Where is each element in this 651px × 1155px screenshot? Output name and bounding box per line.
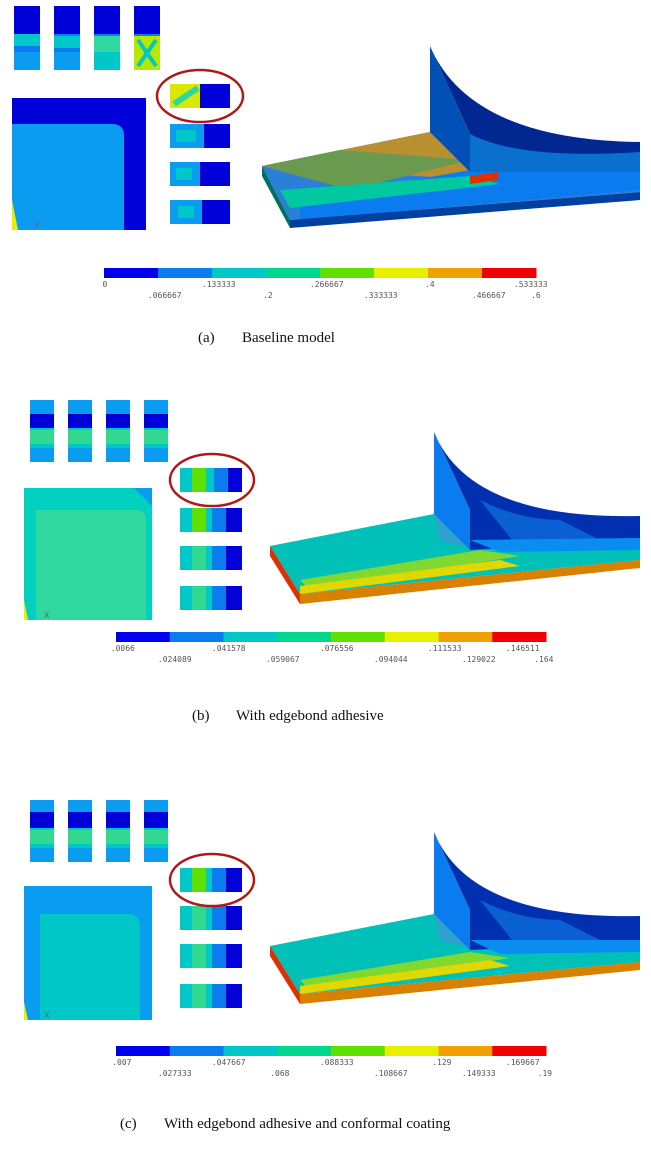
highlight-circle [168, 452, 256, 508]
caption-label: (a) [198, 330, 215, 346]
tick-label: .2 [263, 291, 273, 300]
tick-label: .133333 [201, 280, 236, 289]
tick-label: 0 [102, 280, 108, 289]
colorbar-segment [223, 1046, 278, 1056]
colorbar-segment [104, 268, 159, 278]
tick-label: .066667 [147, 291, 182, 300]
board-3d-model [270, 432, 640, 604]
small-components-row [30, 400, 168, 462]
caption-text: With edgebond adhesive [236, 708, 384, 724]
tick-label: .6 [531, 291, 541, 300]
caption-text: With edgebond adhesive and conformal coa… [164, 1116, 451, 1132]
contour-plot-c: X [24, 800, 640, 1020]
tick-label: .19 [537, 1069, 553, 1078]
colorbar-segment [331, 632, 386, 642]
figure-panel-b: X .0066 .041578 .076556 .111533 .14 [0, 390, 651, 770]
figure-panel-a: X 0 .133333 .266667 .4 [0, 0, 651, 370]
colorbar-segment [223, 632, 278, 642]
tick-label: .0066 [110, 644, 135, 653]
small-components-row [14, 6, 160, 70]
solder-joint-column [180, 468, 242, 610]
colorbar-c [116, 1046, 547, 1056]
caption-c: (c) With edgebond adhesive and conformal … [120, 1116, 450, 1133]
colorbar-segment [212, 268, 267, 278]
tick-label: .149333 [461, 1069, 496, 1078]
colorbar-segment [158, 268, 213, 278]
large-component: X [12, 98, 146, 230]
caption-label: (b) [192, 708, 210, 724]
colorbar-segment [384, 632, 439, 642]
tick-label: .111533 [427, 644, 462, 653]
caption-text: Baseline model [242, 330, 335, 346]
axis-x-label: X [44, 1011, 50, 1020]
colorbar-segment [169, 1046, 224, 1056]
tick-label: .129022 [461, 655, 496, 664]
colorbar-segment [384, 1046, 439, 1056]
contour-plot-a: X [12, 6, 640, 230]
tick-label: .533333 [513, 280, 548, 289]
colorbar-segment [492, 632, 547, 642]
colorbar-b [116, 632, 547, 642]
axis-x-label: X [34, 221, 40, 230]
small-components-row [30, 800, 168, 862]
large-component: X [24, 488, 152, 620]
colorbar-segment [277, 1046, 332, 1056]
tick-label: .041578 [211, 644, 246, 653]
solder-joint-column [180, 868, 242, 1008]
tick-label: .333333 [363, 291, 398, 300]
colorbar-segment [438, 1046, 493, 1056]
tick-label: .466667 [471, 291, 506, 300]
colorbar-segment [320, 268, 375, 278]
colorbar-segment [438, 632, 493, 642]
caption-label: (c) [120, 1116, 137, 1132]
colorbar-segment [116, 1046, 171, 1056]
colorbar-ticks-a: 0 .133333 .266667 .4 .533333 .066667 .2 … [102, 280, 548, 302]
tick-label: .108667 [373, 1069, 408, 1078]
tick-label: .007 [112, 1058, 132, 1067]
highlight-circle [155, 68, 245, 124]
tick-label: .129 [432, 1058, 452, 1067]
large-component: X [24, 886, 152, 1020]
colorbar-segment [374, 268, 429, 278]
tick-label: .094044 [373, 655, 408, 664]
tick-label: .146511 [505, 644, 540, 653]
tick-label: .047667 [211, 1058, 246, 1067]
solder-joint-column [170, 84, 230, 224]
tick-label: .027333 [157, 1069, 192, 1078]
tick-label: .164 [534, 655, 554, 664]
caption-a: (a) Baseline model [198, 330, 335, 347]
board-3d-model [262, 46, 640, 228]
colorbar-segment [492, 1046, 547, 1056]
tick-label: .076556 [319, 644, 354, 653]
colorbar-segment [116, 632, 171, 642]
tick-label: .088333 [319, 1058, 354, 1067]
contour-plot-b: X [24, 400, 640, 620]
colorbar-segment [331, 1046, 386, 1056]
tick-label: .059067 [265, 655, 300, 664]
figure-panel-c: X .007 .047667 .088333 .129 .169667 [0, 790, 651, 1155]
colorbar-segment [482, 268, 537, 278]
colorbar-segment [169, 632, 224, 642]
tick-label: .024089 [157, 655, 192, 664]
colorbar-segment [266, 268, 321, 278]
board-3d-model [270, 832, 640, 1004]
tick-label: .068 [270, 1069, 290, 1078]
colorbar-ticks-b: .0066 .041578 .076556 .111533 .146511 .0… [111, 644, 554, 666]
highlight-circle [168, 852, 256, 908]
axis-x-label: X [44, 611, 50, 620]
colorbar-segment [277, 632, 332, 642]
tick-label: .4 [425, 280, 435, 289]
colorbar-ticks-c: .007 .047667 .088333 .129 .169667 .02733… [112, 1058, 552, 1080]
colorbar-a [104, 268, 537, 278]
tick-label: .266667 [309, 280, 344, 289]
colorbar-segment [428, 268, 483, 278]
caption-b: (b) With edgebond adhesive [192, 708, 384, 725]
tick-label: .169667 [505, 1058, 540, 1067]
